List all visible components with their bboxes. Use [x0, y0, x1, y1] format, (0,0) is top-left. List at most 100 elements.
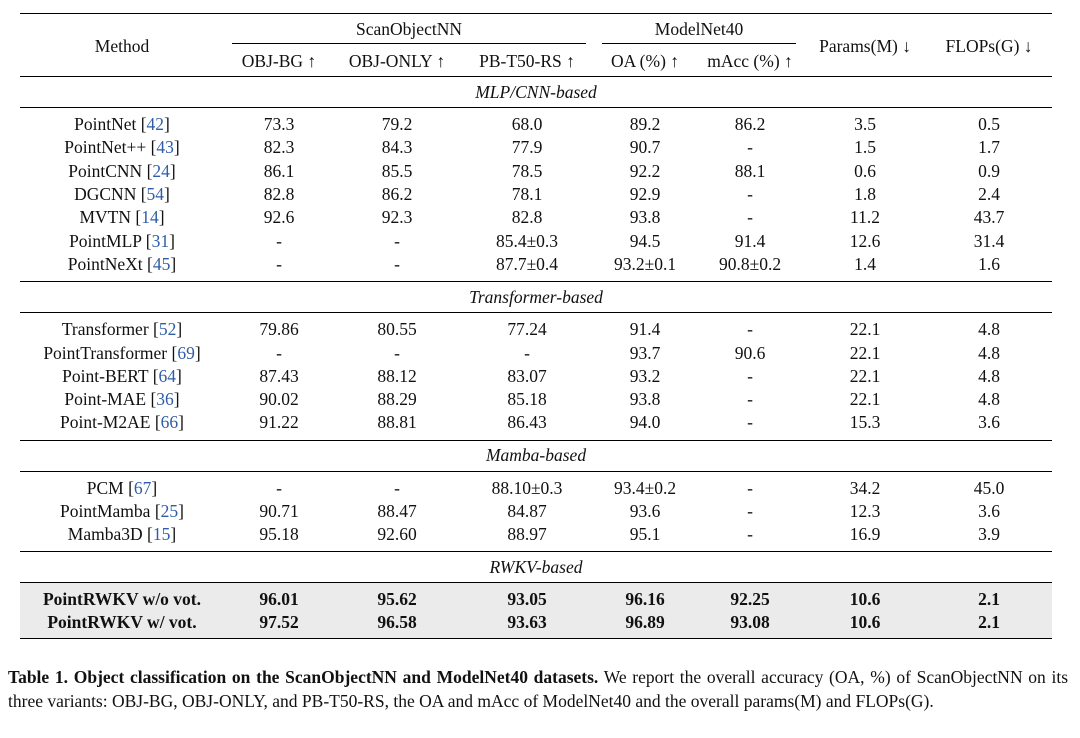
- cell-obj-only: -: [394, 253, 400, 274]
- cell-macc: -: [747, 207, 753, 228]
- cell-oa: 93.6: [629, 501, 661, 521]
- cell-flops: 1.6: [978, 253, 1000, 274]
- cell-flops: 0.5: [978, 114, 1000, 135]
- cell-flops: 2.1: [926, 610, 1053, 640]
- cell-params: 22.1: [849, 342, 881, 363]
- table-row: Transformer [52] 79.86 80.55 77.24 91.4 - 22.1…: [20, 313, 1052, 342]
- cell-pb-t50-rs: 68.0: [511, 114, 543, 135]
- header-flops: FLOPs(G) ↓: [926, 13, 1053, 77]
- citation-link[interactable]: 24: [152, 160, 170, 181]
- cell-pb-t50-rs: 86.43: [507, 412, 547, 433]
- cell-macc: 88.1: [734, 160, 766, 181]
- cell-pb-t50-rs: 84.87: [507, 501, 547, 521]
- citation-link[interactable]: 25: [160, 501, 179, 521]
- citation-link[interactable]: 15: [152, 524, 171, 545]
- citation-link[interactable]: 64: [158, 365, 177, 386]
- cell-oa: 96.16: [594, 582, 697, 611]
- method-label: Point-MAE: [64, 389, 147, 410]
- citation-link[interactable]: 14: [141, 207, 159, 228]
- cell-macc: -: [747, 365, 753, 386]
- cell-oa: 90.7: [629, 137, 661, 158]
- cell-obj-bg: 73.3: [263, 114, 295, 135]
- method-name: MVTN [14]: [79, 207, 165, 228]
- header-scanobjectnn: ScanObjectNN: [224, 14, 594, 47]
- cell-oa: 93.4±0.2: [613, 477, 677, 498]
- header-params: Params(M) ↓: [804, 13, 927, 77]
- cell-oa: 93.7: [629, 342, 661, 363]
- cell-obj-bg: -: [276, 342, 282, 363]
- cell-flops: 2.4: [978, 184, 1000, 205]
- method-label: Point-BERT: [62, 365, 149, 386]
- cell-obj-only: 80.55: [377, 319, 417, 340]
- cell-pb-t50-rs: 88.10±0.3: [491, 477, 563, 498]
- cell-flops: 4.8: [978, 342, 1000, 363]
- citation-link[interactable]: 67: [133, 477, 152, 498]
- method-label: PointRWKV w/o vot.: [42, 588, 202, 609]
- cell-flops: 4.8: [978, 365, 1000, 386]
- citation-link[interactable]: 36: [156, 389, 174, 410]
- cell-params: 12.6: [849, 230, 881, 251]
- citation-link[interactable]: 31: [151, 230, 170, 251]
- cell-oa: 92.2: [629, 160, 661, 181]
- cell-macc: 86.2: [734, 114, 766, 135]
- cell-flops: 45.0: [973, 477, 1005, 498]
- cell-pb-t50-rs: 83.07: [507, 365, 547, 386]
- cell-flops: 1.7: [978, 137, 1000, 158]
- cell-pb-t50-rs: 87.7±0.4: [495, 253, 559, 274]
- cell-obj-bg: 97.52: [224, 610, 334, 640]
- cell-params: 16.9: [849, 524, 881, 545]
- cell-obj-only: 86.2: [381, 184, 413, 205]
- method-name: Point-MAE [36]: [64, 389, 180, 410]
- table-row: PointRWKV w/ vot. 97.52 96.58 93.63 96.89 93.…: [20, 610, 1053, 640]
- method-name: Point-M2AE [66]: [60, 412, 184, 433]
- cell-obj-only: -: [394, 342, 400, 363]
- citation-link[interactable]: 52: [158, 319, 177, 340]
- cell-obj-only: 88.12: [377, 365, 417, 386]
- cell-oa: 91.4: [629, 319, 661, 340]
- cell-params: 1.8: [854, 184, 876, 205]
- table-row: PointCNN [24] 86.1 85.5 78.5 92.2 88.1 0.6 0.9: [20, 160, 1052, 183]
- table-caption: Table 1. Object classification on the Sc…: [8, 666, 1068, 713]
- cell-obj-only: 84.3: [381, 137, 413, 158]
- citation-link[interactable]: 43: [156, 137, 174, 158]
- group-title: MLP/CNN-based: [20, 76, 1053, 108]
- citation-link[interactable]: 45: [152, 253, 171, 274]
- cell-obj-bg: 91.22: [259, 412, 299, 433]
- cell-obj-only: 88.29: [377, 389, 417, 410]
- method-name: PointRWKV w/o vot.: [20, 582, 224, 611]
- cell-obj-bg: -: [276, 477, 282, 498]
- cell-macc: -: [747, 477, 753, 498]
- method-label: DGCNN: [74, 184, 137, 205]
- citation-link[interactable]: 42: [146, 114, 165, 135]
- cell-obj-bg: 82.3: [263, 137, 295, 158]
- cell-params: 1.5: [854, 137, 876, 158]
- header-obj-bg: OBJ-BG ↑: [241, 50, 317, 71]
- method-name: PointNeXt [45]: [67, 253, 177, 274]
- cell-oa: 93.2: [629, 365, 661, 386]
- method-label: PointTransformer: [43, 342, 168, 363]
- citation-link[interactable]: 54: [146, 184, 165, 205]
- table-row: Mamba3D [15] 95.18 92.60 88.97 95.1 - 16.9 3.9: [20, 523, 1052, 552]
- table-row: PointMamba [25] 90.71 88.47 84.87 93.6 - 12.3 3…: [20, 500, 1052, 523]
- method-label: PointCNN: [68, 160, 143, 181]
- cell-obj-bg: 87.43: [259, 365, 299, 386]
- citation-link[interactable]: 69: [177, 342, 195, 363]
- cell-params: 0.6: [854, 160, 876, 181]
- cell-oa: 96.89: [594, 610, 697, 640]
- cell-flops: 4.8: [978, 389, 1000, 410]
- cell-obj-bg: 90.71: [259, 501, 299, 521]
- table-row: MVTN [14] 92.6 92.3 82.8 93.8 - 11.2 43.7: [20, 206, 1052, 229]
- group-title: Transformer-based: [20, 281, 1053, 314]
- citation-link[interactable]: 66: [160, 412, 179, 433]
- cell-pb-t50-rs: 77.9: [511, 137, 543, 158]
- method-name: PointRWKV w/ vot.: [20, 610, 224, 640]
- table-row: Point-M2AE [66] 91.22 88.81 86.43 94.0 - 15.3 3…: [20, 411, 1052, 440]
- cell-oa: 93.8: [629, 389, 661, 410]
- method-name: PointTransformer [69]: [43, 342, 201, 363]
- cell-pb-t50-rs: 93.63: [460, 610, 595, 640]
- cell-oa: 93.8: [629, 207, 661, 228]
- cell-flops: 3.9: [978, 524, 1000, 545]
- cell-obj-bg: 92.6: [263, 207, 295, 228]
- cell-params: 34.2: [849, 477, 881, 498]
- cell-params: 22.1: [849, 365, 881, 386]
